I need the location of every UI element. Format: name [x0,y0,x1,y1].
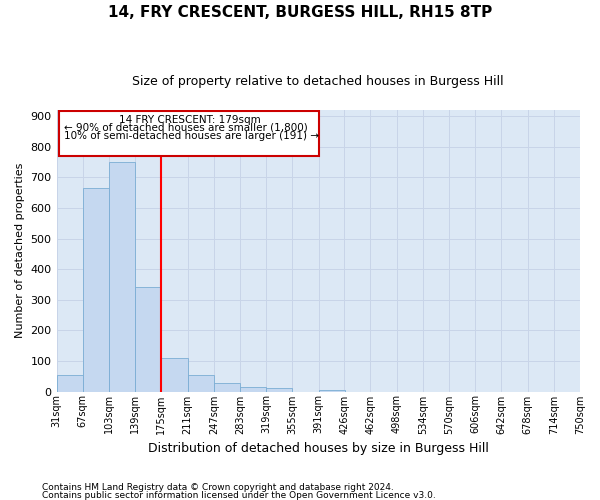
Y-axis label: Number of detached properties: Number of detached properties [15,163,25,338]
Text: Contains HM Land Registry data © Crown copyright and database right 2024.: Contains HM Land Registry data © Crown c… [42,484,394,492]
Bar [266,388,292,392]
Bar [240,386,266,392]
Bar [319,390,345,392]
X-axis label: Distribution of detached houses by size in Burgess Hill: Distribution of detached houses by size … [148,442,489,455]
FancyBboxPatch shape [59,110,319,156]
Bar [214,384,240,392]
Text: 10% of semi-detached houses are larger (191) →: 10% of semi-detached houses are larger (… [64,130,319,140]
Text: 14 FRY CRESCENT: 179sqm: 14 FRY CRESCENT: 179sqm [119,114,260,124]
Bar [83,188,109,392]
Text: ← 90% of detached houses are smaller (1,800): ← 90% of detached houses are smaller (1,… [64,123,308,133]
Bar [109,162,135,392]
Bar [56,374,83,392]
Bar [188,376,214,392]
Bar [135,288,161,392]
Bar [161,358,188,392]
Text: Contains public sector information licensed under the Open Government Licence v3: Contains public sector information licen… [42,490,436,500]
Title: Size of property relative to detached houses in Burgess Hill: Size of property relative to detached ho… [133,75,504,88]
Text: 14, FRY CRESCENT, BURGESS HILL, RH15 8TP: 14, FRY CRESCENT, BURGESS HILL, RH15 8TP [108,5,492,20]
